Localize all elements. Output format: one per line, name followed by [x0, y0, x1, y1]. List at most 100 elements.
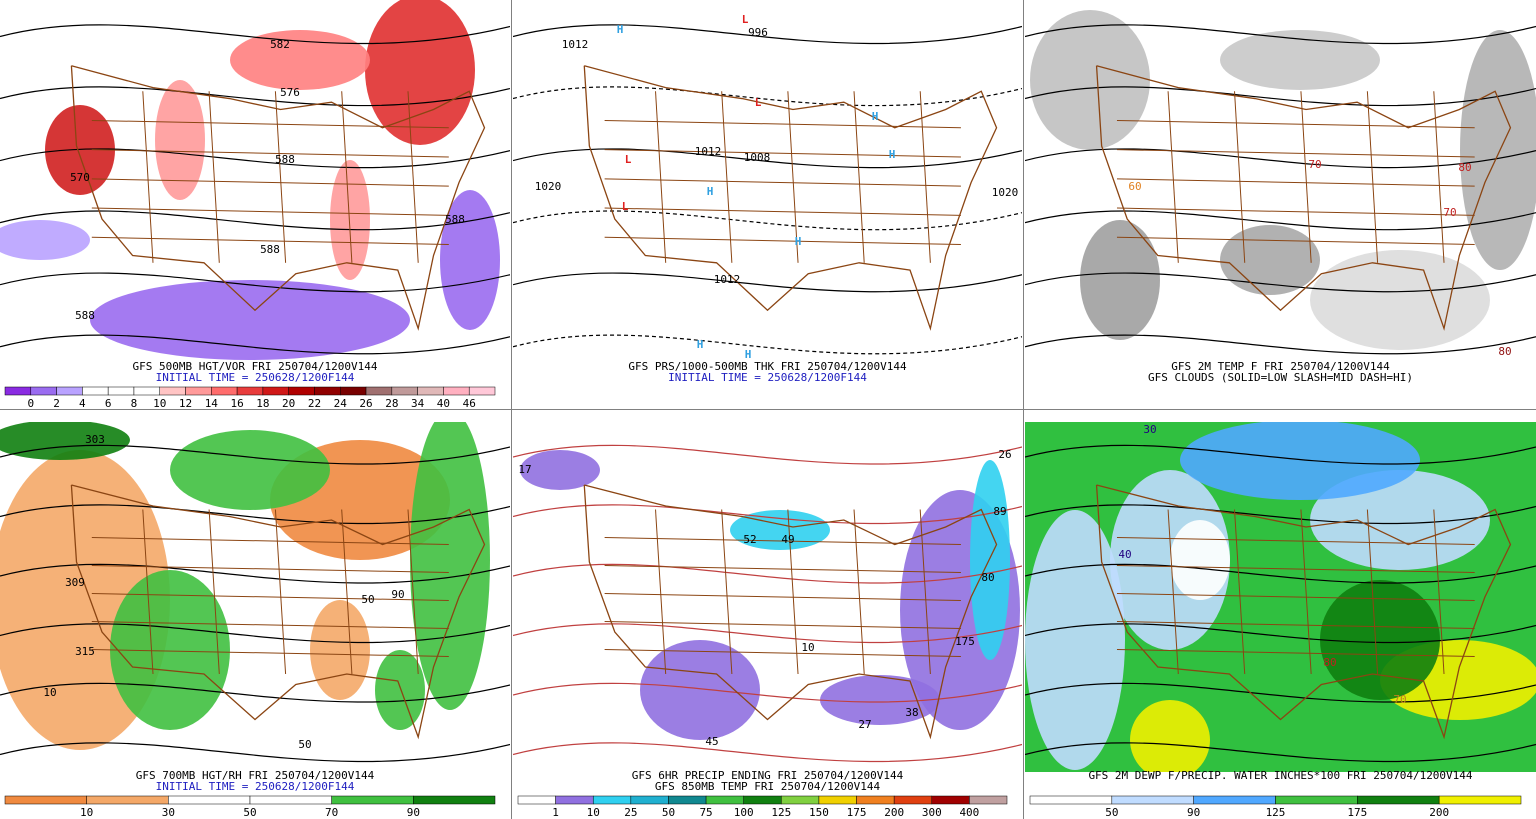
- field-shading: [45, 105, 115, 195]
- map-label: 27: [858, 718, 871, 731]
- legend-label: 10: [80, 806, 93, 819]
- legend-swatch: [288, 386, 315, 396]
- legend-label: 70: [325, 806, 338, 819]
- legend-label: 12: [179, 397, 192, 410]
- map-label: 40: [1118, 548, 1131, 561]
- country-outline: [583, 65, 998, 331]
- state-line: [1300, 91, 1312, 263]
- state-line: [274, 91, 287, 263]
- legend-swatch: [56, 386, 83, 396]
- contour-line: [1025, 24, 1536, 45]
- legend-label: 28: [385, 397, 398, 410]
- state-line: [407, 91, 419, 263]
- field-shading: [155, 80, 205, 200]
- state-line: [91, 621, 449, 629]
- legend-label: 22: [308, 397, 321, 410]
- map-label: 996: [748, 26, 768, 39]
- field-shading: [1030, 10, 1150, 150]
- map-label: 582: [270, 38, 290, 51]
- contour-line: [513, 86, 1022, 107]
- legend-label: 50: [243, 806, 256, 819]
- map-label: 588: [75, 309, 95, 322]
- legend-swatch: [555, 795, 594, 805]
- map-label: H: [617, 23, 624, 36]
- state-line: [787, 509, 799, 675]
- contour-line: [513, 148, 1022, 169]
- map: 40 80 30 70: [1025, 422, 1536, 772]
- map-label: 38: [905, 706, 918, 719]
- legend-label: 14: [205, 397, 219, 410]
- map-label: 89: [993, 505, 1006, 518]
- legend-swatch: [443, 386, 470, 396]
- map-label: L: [742, 13, 749, 26]
- state-line: [142, 509, 154, 675]
- legend-label: 24: [334, 397, 348, 410]
- legend-label: 90: [1187, 806, 1200, 819]
- state-line: [208, 509, 220, 675]
- legend-label: 1: [552, 806, 559, 819]
- state-line: [1433, 91, 1445, 263]
- map-label: 80: [1498, 345, 1511, 358]
- legend-swatch: [630, 795, 669, 805]
- state-line: [91, 593, 449, 601]
- field-shading: [170, 430, 330, 510]
- legend-swatch: [4, 795, 87, 805]
- map-label: 588: [275, 153, 295, 166]
- map-label: 570: [70, 171, 90, 184]
- state-line: [341, 509, 353, 675]
- state-line: [91, 236, 449, 246]
- map-label: 70: [1308, 158, 1321, 171]
- field-shading: [365, 0, 475, 145]
- state-line: [91, 119, 449, 129]
- field-shading: [230, 30, 370, 90]
- legend-swatch: [107, 386, 135, 396]
- map-label: 80: [1323, 656, 1336, 669]
- country-outline: [70, 65, 486, 331]
- map-label: 17: [518, 463, 531, 476]
- caption-subtitle: INITIAL TIME = 250628/1200F144: [156, 780, 355, 793]
- legend-label: 400: [959, 806, 979, 819]
- legend-label: 46: [463, 397, 476, 410]
- map-label: 1012: [562, 38, 589, 51]
- legend-swatch: [211, 386, 238, 396]
- caption-subtitle: GFS CLOUDS (SOLID=LOW SLASH=MID DASH=HI): [1148, 371, 1413, 384]
- legend-label: 20: [282, 397, 295, 410]
- map-label: H: [745, 348, 752, 361]
- field-shading: [1080, 220, 1160, 340]
- caption-subtitle: INITIAL TIME = 250628/1200F144: [668, 371, 867, 384]
- caption-title: GFS 2M TEMP F FRI 250704/1200V144: [1171, 360, 1390, 373]
- field-shading: [90, 280, 410, 360]
- legend-swatch: [468, 386, 496, 396]
- legend-label: 75: [699, 806, 712, 819]
- map-label: 52: [743, 533, 756, 546]
- legend-label: 150: [809, 806, 829, 819]
- legend-swatch: [168, 795, 251, 805]
- state-line: [1116, 649, 1475, 657]
- map-label: H: [872, 110, 879, 123]
- field-shading: [1130, 700, 1210, 772]
- state-line: [721, 509, 733, 675]
- legend-swatch: [856, 795, 895, 805]
- legend-swatch: [743, 795, 782, 805]
- map-label: 10: [801, 641, 814, 654]
- state-line: [1366, 509, 1379, 675]
- legend-swatch: [391, 386, 418, 396]
- field-shading: [1170, 520, 1230, 600]
- legend-label: 10: [587, 806, 600, 819]
- state-line: [91, 537, 449, 545]
- map-label: H: [697, 338, 704, 351]
- map-label: 50: [361, 593, 374, 606]
- legend-label: 2: [53, 397, 60, 410]
- legend-swatch: [969, 795, 1008, 805]
- contour-line: [0, 148, 510, 169]
- legend-label: 34: [411, 397, 425, 410]
- legend-label: 100: [734, 806, 754, 819]
- state-line: [1167, 91, 1179, 263]
- state-line: [721, 91, 733, 263]
- contour-line: [1025, 504, 1536, 525]
- state-line: [407, 509, 419, 675]
- map-label: H: [795, 235, 802, 248]
- state-line: [919, 91, 931, 263]
